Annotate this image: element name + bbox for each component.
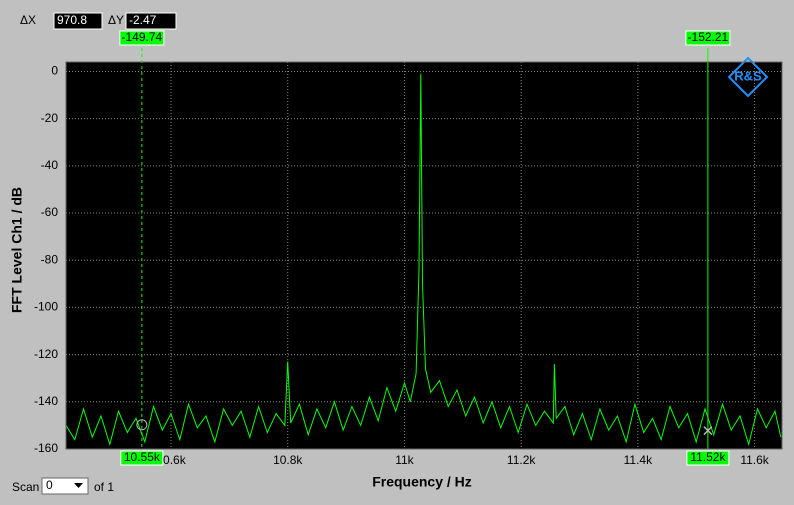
marker-y-box xyxy=(685,30,731,46)
delta-y-label: ΔY xyxy=(108,13,124,27)
scan-select[interactable] xyxy=(41,477,89,495)
marker-x-label: 11.52k xyxy=(690,450,726,464)
marker-symbol xyxy=(703,426,713,436)
rs-logo: R&S xyxy=(727,56,769,98)
y-axis-label: FFT Level Ch1 / dB xyxy=(9,187,25,313)
spectrum-line xyxy=(65,73,782,447)
select-arrow xyxy=(74,483,83,488)
scan-of: of 1 xyxy=(94,480,114,494)
svg-text:R&S: R&S xyxy=(734,68,762,83)
y-tick-label: -40 xyxy=(41,158,59,172)
x-tick-label: 11k xyxy=(395,453,414,467)
marker-y-label: -149.74 xyxy=(122,30,163,44)
y-tick-label: -140 xyxy=(34,394,58,408)
y-tick-label: -20 xyxy=(41,111,59,125)
marker-x-label: 10.55k xyxy=(124,450,161,464)
y-tick-label: -60 xyxy=(41,205,59,219)
plot-area xyxy=(66,62,782,449)
marker-y-box xyxy=(119,30,165,46)
plot-frame xyxy=(65,61,783,450)
scan-label: Scan xyxy=(12,480,39,494)
delta-x-value: 970.8 xyxy=(57,13,87,27)
x-tick-label: 10.8k xyxy=(273,453,303,467)
y-tick-label: -160 xyxy=(34,441,58,455)
marker-x-box xyxy=(686,450,730,466)
marker-x-box xyxy=(120,450,164,466)
x-tick-label: 10.6k xyxy=(156,453,186,467)
y-tick-label: -100 xyxy=(34,300,58,314)
x-tick-label: 11.6k xyxy=(740,453,769,467)
marker-symbol xyxy=(136,419,148,431)
delta-y-box xyxy=(125,12,177,30)
delta-x-label: ΔX xyxy=(20,13,36,27)
x-tick-label: 11.2k xyxy=(507,453,536,467)
y-tick-label: 0 xyxy=(51,64,58,78)
y-tick-label: -80 xyxy=(41,252,59,266)
scan-value: 0 xyxy=(46,478,53,492)
marker-y-label: -152.21 xyxy=(688,30,729,44)
y-tick-label: -120 xyxy=(34,347,58,361)
delta-y-value: -2.47 xyxy=(129,13,157,27)
delta-x-box xyxy=(53,12,103,30)
x-tick-label: 11.4k xyxy=(624,453,653,467)
x-axis-label: Frequency / Hz xyxy=(372,474,472,490)
